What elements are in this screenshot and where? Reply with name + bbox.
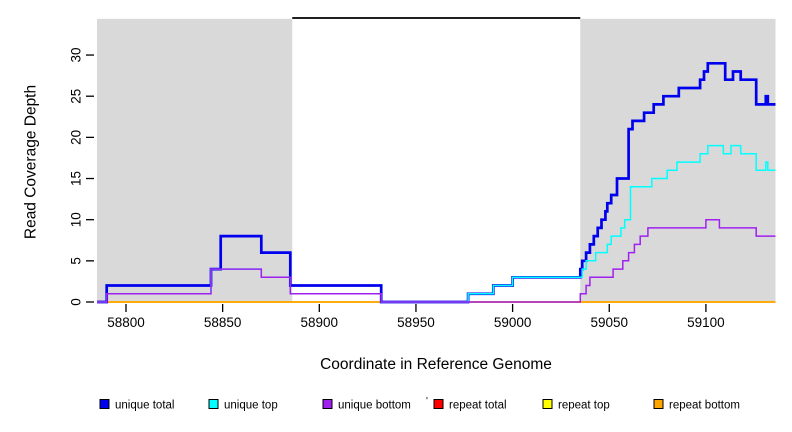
legend-swatch-unique-bottom [322, 399, 333, 409]
legend-label-repeat-top: repeat top [558, 400, 610, 412]
legend-label-unique-top: unique top [224, 400, 278, 412]
shaded-region [580, 18, 776, 303]
y-tick-label: 15 [69, 171, 84, 186]
series-unique-bottom [97, 218, 776, 303]
legend: unique total unique top unique bottom repea… [99, 399, 740, 412]
data-series [97, 61, 776, 304]
stray-mark: ' [426, 396, 428, 407]
x-tick-label: 58950 [397, 315, 435, 330]
legend-swatch-unique-top [208, 399, 219, 409]
y-tick-label: 20 [69, 130, 84, 145]
y-tick-label: 10 [69, 212, 84, 227]
legend-swatch-repeat-bottom [653, 399, 664, 409]
legend-label-repeat-total: repeat total [449, 400, 507, 412]
legend-label-repeat-bottom: repeat bottom [669, 400, 740, 412]
x-tick-label: 58800 [107, 315, 145, 330]
legend-label-unique-total: unique total [115, 400, 174, 412]
y-tick-label: 5 [69, 257, 84, 265]
legend-swatch-repeat-top [542, 399, 553, 409]
x-tick-label: 59100 [687, 315, 725, 330]
y-axis-title: Read Coverage Depth [22, 85, 39, 239]
legend-label-unique-bottom: unique bottom [338, 400, 411, 412]
axes: 58800 58850 58900 58950 59000 59050 59100 0 5 10 1… [69, 48, 725, 330]
legend-swatch-repeat-total [433, 399, 444, 409]
shaded-region [97, 18, 293, 303]
x-axis-title: Coordinate in Reference Genome [320, 356, 552, 373]
y-tick-label: 25 [69, 89, 84, 104]
legend-swatch-unique-total [99, 399, 110, 409]
x-tick-label: 59000 [494, 315, 532, 330]
x-tick-label: 58900 [301, 315, 339, 330]
x-tick-label: 58850 [204, 315, 242, 330]
x-tick-label: 59050 [590, 315, 628, 330]
shaded-regions [97, 18, 776, 303]
y-tick-label: 0 [69, 298, 84, 306]
y-tick-label: 30 [69, 48, 84, 63]
